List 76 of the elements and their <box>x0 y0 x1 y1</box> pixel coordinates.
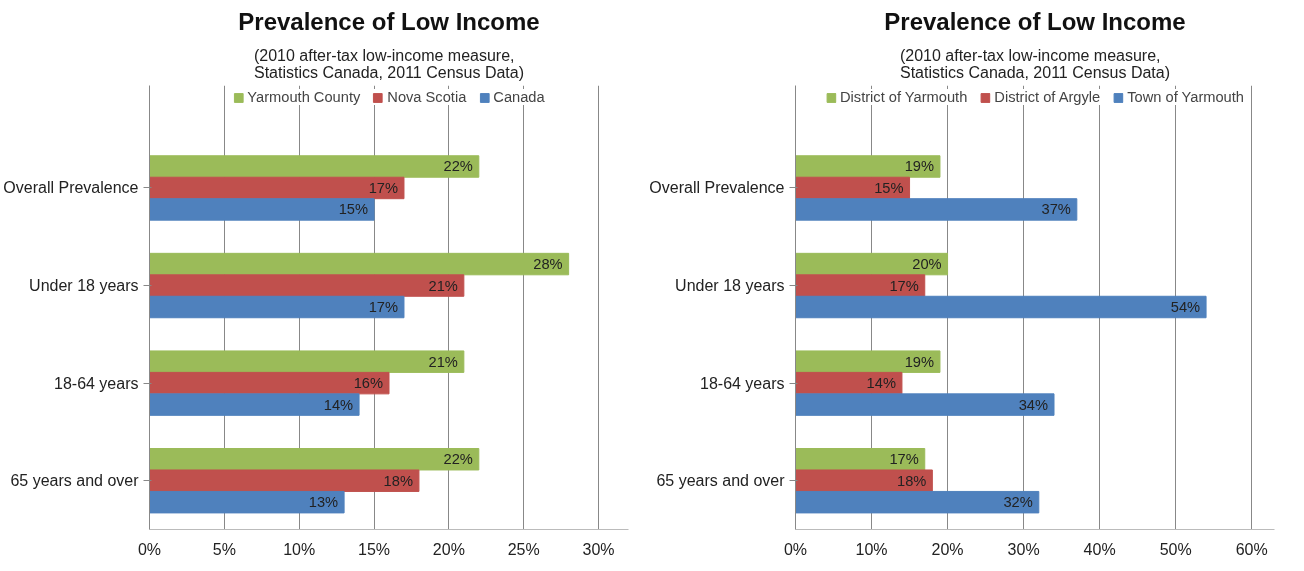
legend-label: Canada <box>493 89 545 105</box>
bar <box>149 371 390 395</box>
legend-label: District of Yarmouth <box>839 89 968 105</box>
data-label: 19% <box>904 158 934 175</box>
bar <box>149 490 345 514</box>
bar <box>149 469 420 492</box>
data-label: 13% <box>308 494 339 511</box>
bar <box>149 274 465 297</box>
y-tick-label: 65 years and over <box>10 472 140 490</box>
bar <box>149 350 465 373</box>
x-tick-label: 60% <box>1235 540 1268 558</box>
data-label: 32% <box>1003 494 1033 511</box>
y-tick-label: Under 18 years <box>675 277 785 295</box>
data-label: 22% <box>443 158 473 175</box>
data-label: 17% <box>368 299 398 316</box>
y-tick-label: 18-64 years <box>700 374 785 392</box>
legend-label: Nova Scotia <box>387 89 467 105</box>
bar <box>795 155 941 178</box>
data-label: 14% <box>323 396 354 413</box>
y-tick-label: Overall Prevalence <box>3 179 139 197</box>
x-tick-label: 40% <box>1083 540 1116 558</box>
data-label: 28% <box>533 256 563 273</box>
x-tick-label: 10% <box>283 540 316 558</box>
data-label: 15% <box>338 201 369 218</box>
x-tick-label: 50% <box>1159 540 1192 558</box>
legend-label: District of Argyle <box>994 89 1101 105</box>
data-label: 20% <box>912 256 942 273</box>
chart-title: Prevalence of Low Income <box>238 7 540 35</box>
data-label: 21% <box>428 353 458 370</box>
bar <box>795 469 933 492</box>
bar <box>149 252 570 276</box>
data-label: 19% <box>904 353 934 370</box>
bar <box>795 350 941 373</box>
y-tick-label: Overall Prevalence <box>649 179 785 197</box>
data-label: 17% <box>889 277 919 294</box>
bar <box>149 295 405 319</box>
x-tick-label: 20% <box>931 540 964 558</box>
x-tick-label: 30% <box>582 540 615 558</box>
data-label: 15% <box>874 179 904 196</box>
data-label: 14% <box>866 375 896 392</box>
bar <box>149 448 480 471</box>
y-tick-label: Under 18 years <box>29 277 139 295</box>
data-label: 17% <box>889 451 919 468</box>
data-label: 54% <box>1170 299 1201 316</box>
y-tick-label: 18-64 years <box>54 374 139 392</box>
bar <box>795 490 1040 514</box>
data-label: 22% <box>443 451 473 468</box>
data-label: 18% <box>897 472 927 489</box>
data-label: 18% <box>383 472 413 489</box>
data-label: 16% <box>353 375 384 392</box>
x-tick-label: 15% <box>358 540 391 558</box>
bar <box>795 393 1055 416</box>
x-tick-label: 0% <box>137 540 162 558</box>
x-tick-label: 10% <box>855 540 888 558</box>
y-tick-label: 65 years and over <box>656 472 786 490</box>
legend-label: Town of Yarmouth <box>1127 89 1245 105</box>
bar <box>149 393 360 416</box>
legend-label: Yarmouth County <box>247 89 361 105</box>
bar <box>149 176 405 200</box>
data-label: 37% <box>1041 201 1071 218</box>
bar <box>795 198 1078 221</box>
chart-subtitle: (2010 after-tax low-income measure, Statistics Canada, 2011 Census Data) <box>899 46 1171 81</box>
data-label: 21% <box>428 277 458 294</box>
bar <box>149 198 375 221</box>
x-tick-label: 0% <box>783 540 808 558</box>
bar <box>795 295 1207 319</box>
data-label: 17% <box>368 179 398 196</box>
bar <box>149 155 480 178</box>
x-tick-label: 5% <box>212 540 236 558</box>
data-label: 34% <box>1018 396 1049 413</box>
x-tick-label: 30% <box>1007 540 1040 558</box>
bar <box>795 274 926 297</box>
chart-title: Prevalence of Low Income <box>884 7 1186 35</box>
x-tick-label: 20% <box>432 540 465 558</box>
chart-subtitle: (2010 after-tax low-income measure, Statistics Canada, 2011 Census Data) <box>253 46 525 81</box>
x-tick-label: 25% <box>507 540 540 558</box>
